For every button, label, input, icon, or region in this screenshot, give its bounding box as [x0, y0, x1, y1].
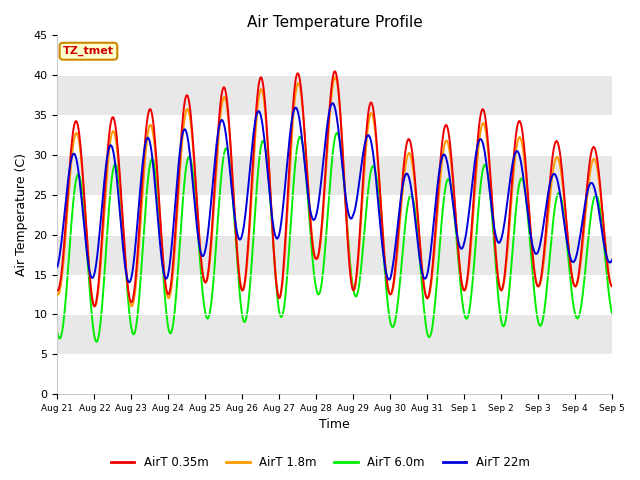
Y-axis label: Air Temperature (C): Air Temperature (C): [15, 153, 28, 276]
Title: Air Temperature Profile: Air Temperature Profile: [247, 15, 422, 30]
Bar: [58, 235, 612, 275]
X-axis label: Time: Time: [319, 419, 350, 432]
Text: TZ_tmet: TZ_tmet: [63, 46, 114, 56]
Bar: [58, 155, 612, 195]
Bar: [58, 75, 612, 115]
Legend: AirT 0.35m, AirT 1.8m, AirT 6.0m, AirT 22m: AirT 0.35m, AirT 1.8m, AirT 6.0m, AirT 2…: [106, 452, 534, 474]
Bar: [58, 314, 612, 354]
